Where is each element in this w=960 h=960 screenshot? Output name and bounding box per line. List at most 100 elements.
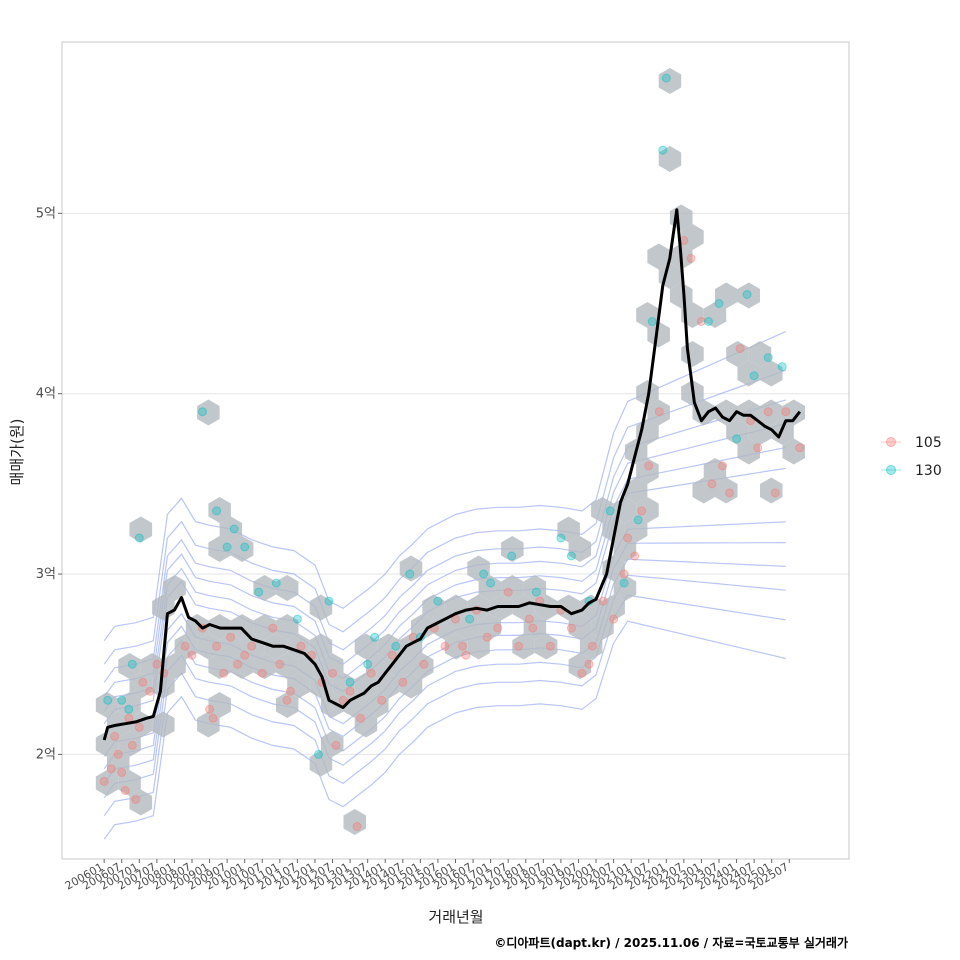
point-130-38 (566, 551, 576, 561)
point-105-76 (352, 822, 362, 831)
point-130-13 (345, 677, 355, 687)
hex-bin (152, 672, 175, 699)
hex-bin (354, 633, 378, 660)
point-105-14 (187, 650, 197, 660)
hex-bin (208, 497, 231, 523)
hex-bin (478, 614, 502, 640)
point-105-78 (331, 740, 341, 750)
hex-bin (343, 692, 366, 718)
point-105-1 (106, 764, 116, 774)
point-130-41 (704, 317, 713, 326)
hex-bin (411, 614, 434, 640)
hex-bin (591, 614, 614, 640)
hex-bin (163, 653, 186, 679)
hex-bin (129, 516, 153, 543)
hex-bin (354, 672, 378, 699)
point-105-73 (770, 488, 780, 498)
point-105-25 (275, 659, 285, 669)
hex-bin (703, 302, 727, 328)
hex-bin (681, 224, 704, 250)
hex-bin (557, 516, 580, 543)
hex-bin (737, 282, 760, 309)
hex-bin (760, 399, 783, 426)
point-105-68 (725, 488, 734, 498)
point-105-49 (524, 614, 534, 624)
hex-bin (636, 458, 659, 484)
hex-bin (636, 497, 659, 523)
point-105-30 (328, 668, 337, 678)
point-130-24 (605, 506, 615, 516)
point-130-19 (486, 578, 496, 588)
hex-bin (602, 594, 625, 621)
hex-bin (534, 633, 558, 660)
point-105-43 (461, 650, 471, 660)
point-105-16 (205, 704, 215, 714)
hex-bin (320, 731, 344, 757)
hex-bin (669, 282, 693, 309)
point-105-56 (598, 596, 608, 606)
point-105-61 (644, 461, 654, 471)
legend-item-105[interactable]: 105 (881, 435, 942, 451)
point-105-19 (226, 632, 236, 642)
hex-bin (197, 711, 220, 738)
trend-line (102, 208, 801, 741)
point-105-64 (686, 253, 696, 263)
point-130-1 (117, 695, 127, 705)
hex-bin (230, 653, 254, 679)
point-105-27 (296, 641, 306, 651)
hex-bin (726, 419, 749, 445)
hex-bin (613, 575, 637, 601)
point-105-32 (345, 686, 355, 696)
point-130-36 (405, 569, 415, 579)
hex-bin (703, 458, 727, 484)
point-130-7 (229, 524, 239, 534)
hex-bin (118, 731, 141, 757)
point-105-23 (257, 668, 267, 678)
hex-bin (422, 594, 445, 621)
point-105-3 (120, 786, 130, 795)
point-130-40 (633, 515, 643, 525)
hex-bin (275, 692, 299, 718)
hex-bin (107, 750, 130, 777)
y-axis-ticks: 2억 3억 4억 5억 (36, 206, 62, 762)
x-axis-ticks: 2006012006072007012007072008012008072009… (63, 859, 791, 893)
point-130-18 (465, 614, 475, 624)
point-105-13 (180, 641, 190, 651)
point-105-35 (377, 695, 387, 705)
hex-bin (343, 809, 366, 835)
legend-item-130[interactable]: 130 (881, 463, 942, 479)
hex-bin (309, 633, 333, 660)
point-105-17 (212, 641, 222, 651)
contour-line-9 (103, 399, 786, 683)
point-130-35 (370, 632, 380, 642)
hex-bin (782, 438, 805, 465)
hex-bin (760, 360, 783, 387)
point-105-48 (514, 641, 524, 651)
hex-bin (512, 633, 535, 660)
point-105-5 (131, 795, 141, 804)
point-105-65 (696, 317, 706, 326)
hex-bin (320, 692, 344, 718)
point-105-10 (145, 686, 155, 696)
point-105-39 (419, 659, 429, 669)
hex-bin (219, 633, 243, 660)
hex-bin (568, 653, 592, 679)
hexbin-layer (95, 68, 805, 835)
hex-bin (636, 302, 659, 328)
hex-bin (748, 341, 772, 367)
point-105-8 (117, 767, 127, 777)
hex-bin (320, 653, 344, 679)
hex-bin (523, 614, 547, 640)
hex-bin (478, 575, 502, 601)
point-105-22 (247, 641, 257, 651)
point-105-69 (735, 344, 745, 354)
point-105-20 (233, 659, 243, 669)
point-105-4 (127, 740, 137, 750)
point-105-82 (623, 533, 633, 543)
point-105-81 (584, 659, 594, 669)
point-130-8 (240, 542, 250, 552)
hex-bin (624, 516, 648, 543)
point-130-42 (777, 362, 787, 372)
hex-bin (647, 321, 670, 348)
point-105-72 (763, 407, 773, 417)
